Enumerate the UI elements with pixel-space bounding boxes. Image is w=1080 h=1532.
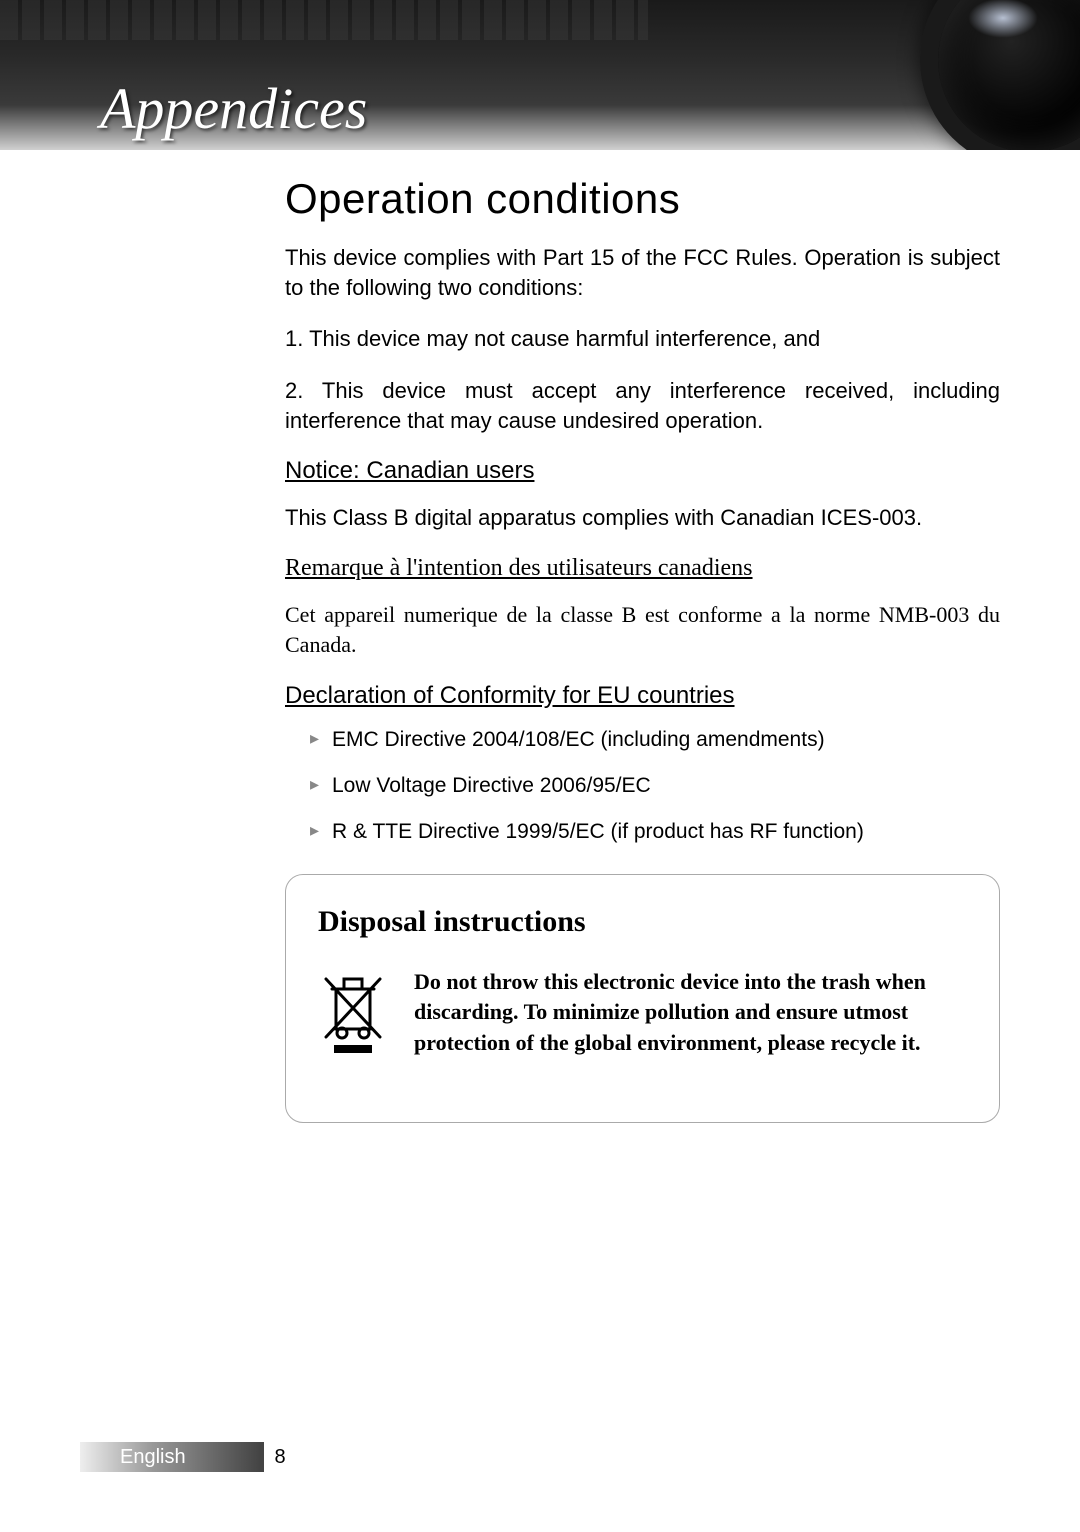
disposal-title: Disposal instructions [318, 905, 967, 939]
french-text: Cet appareil numerique de la classe B es… [285, 600, 1000, 659]
banner-title: Appendices [100, 75, 367, 142]
directive-item: Low Voltage Directive 2006/95/EC [310, 774, 1000, 798]
main-content: Operation conditions This device complie… [285, 175, 1000, 1123]
subheading-french: Remarque à l'intention des utilisateurs … [285, 555, 1000, 582]
page-root: Appendices Operation conditions This dev… [0, 0, 1080, 1532]
directives-list: EMC Directive 2004/108/EC (including ame… [285, 728, 1000, 844]
subheading-eu: Declaration of Conformity for EU countri… [285, 682, 1000, 710]
directive-item: R & TTE Directive 1999/5/EC (if product … [310, 820, 1000, 844]
subheading-canadian: Notice: Canadian users [285, 457, 1000, 485]
footer: English 8 [80, 1442, 300, 1472]
weee-bin-icon [318, 967, 388, 1062]
canadian-text: This Class B digital apparatus complies … [285, 503, 1000, 533]
disposal-box: Disposal instructions [285, 874, 1000, 1123]
condition-2: 2. This device must accept any interfere… [285, 376, 1000, 435]
camera-lens-graphic [920, 0, 1080, 150]
footer-language-bar: English [80, 1442, 260, 1472]
section-title: Operation conditions [285, 175, 1000, 223]
header-banner: Appendices [0, 0, 1080, 150]
footer-language: English [120, 1446, 186, 1469]
disposal-text: Do not throw this electronic device into… [414, 967, 967, 1059]
footer-page-box: 8 [260, 1442, 300, 1472]
directive-item: EMC Directive 2004/108/EC (including ame… [310, 728, 1000, 752]
condition-1: 1. This device may not cause harmful int… [285, 324, 1000, 354]
banner-texture [0, 0, 648, 40]
footer-page-number: 8 [274, 1446, 285, 1469]
disposal-row: Do not throw this electronic device into… [318, 967, 967, 1062]
intro-paragraph: This device complies with Part 15 of the… [285, 243, 1000, 302]
